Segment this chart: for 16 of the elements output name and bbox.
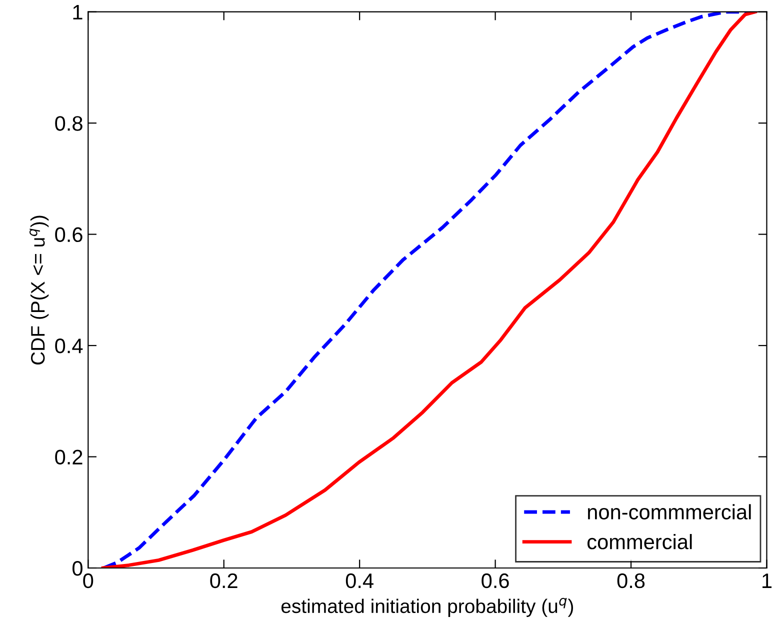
y-tick-label: 0 [72,561,82,576]
legend-label: commercial [588,534,692,550]
y-tick-label: 1 [73,5,82,20]
legend-label: non-commmercial [588,504,751,520]
x-axis-title: estimated initiation probability (u$^{q}$) [281,598,574,617]
y-tick-label: 0.2 [55,450,82,465]
y-tick-label: 0.8 [55,116,82,131]
x-tick-label: 0.8 [617,573,645,588]
x-tick-label: 0.4 [346,573,374,588]
y-tick-label: 0.6 [55,227,82,242]
y-tick-label: 0.4 [55,338,83,354]
x-tick-label: 1 [762,574,772,588]
x-tick-label: 0 [83,573,94,588]
x-tick-label: 0.2 [210,573,238,588]
x-tick-label: 0.6 [482,573,509,588]
y-axis-title: CDF (P(X <= u$^{q}$)) [30,216,49,364]
